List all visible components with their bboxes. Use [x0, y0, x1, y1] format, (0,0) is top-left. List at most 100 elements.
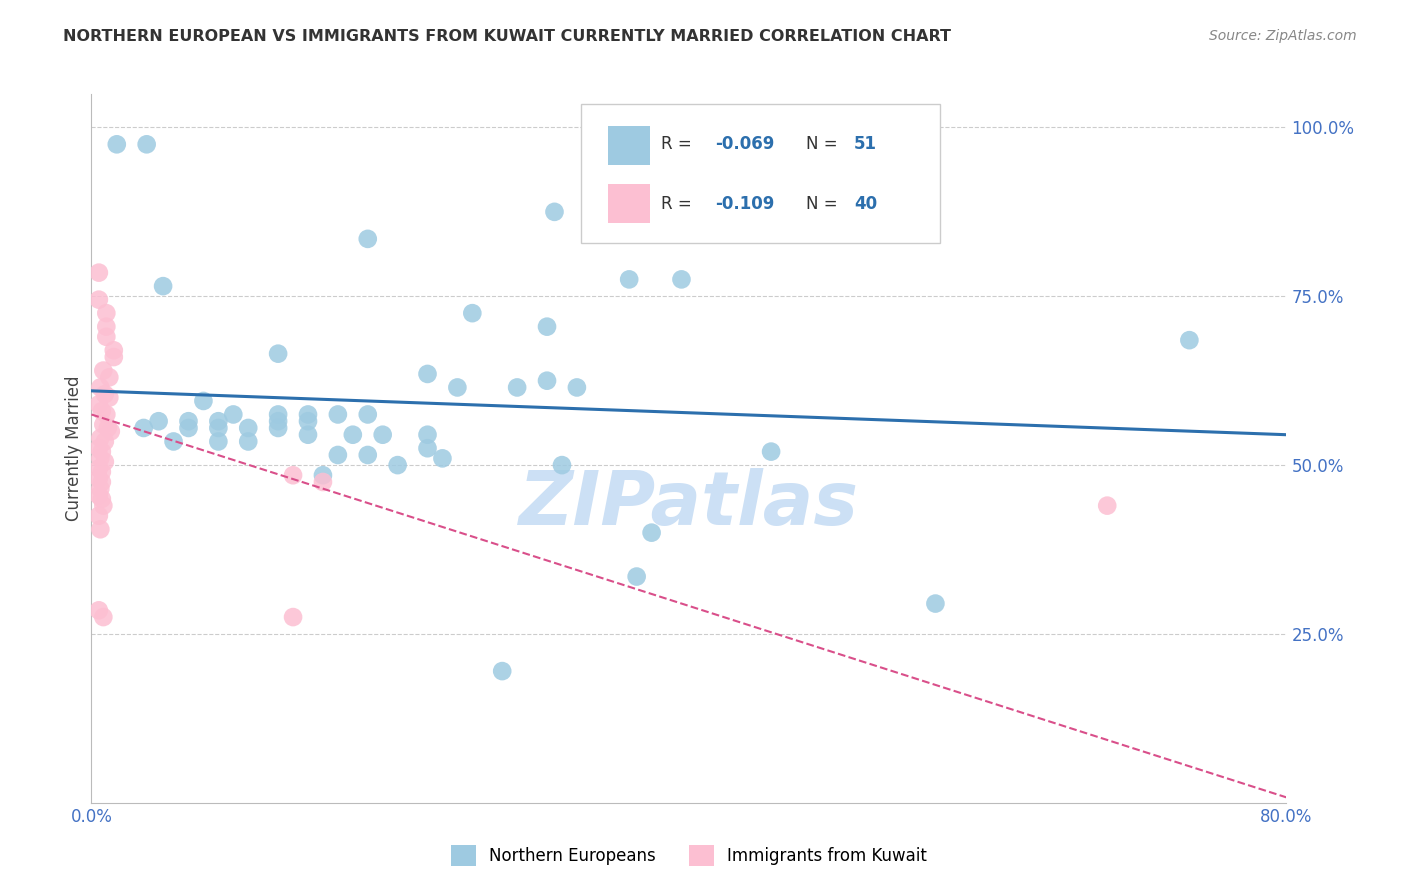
- Point: [90, 465, 112, 479]
- Point: [89, 522, 111, 536]
- Point: [671, 272, 693, 286]
- Point: [267, 414, 290, 428]
- Point: [416, 441, 439, 455]
- Point: [89, 482, 111, 496]
- Point: [93, 363, 115, 377]
- Point: [626, 569, 648, 583]
- Point: [491, 664, 513, 678]
- Point: [87, 397, 110, 411]
- Point: [96, 408, 118, 422]
- Point: [536, 374, 558, 388]
- Text: -0.109: -0.109: [716, 194, 775, 212]
- Point: [297, 414, 319, 428]
- Point: [96, 306, 118, 320]
- FancyBboxPatch shape: [607, 126, 650, 164]
- Point: [387, 458, 409, 472]
- Text: N =: N =: [806, 135, 844, 153]
- Point: [87, 441, 110, 455]
- Point: [297, 427, 319, 442]
- Point: [135, 137, 157, 152]
- Point: [238, 421, 260, 435]
- Point: [89, 431, 111, 445]
- Point: [87, 603, 110, 617]
- Point: [97, 421, 120, 435]
- Point: [207, 421, 229, 435]
- FancyBboxPatch shape: [607, 185, 650, 223]
- Point: [87, 293, 110, 307]
- Point: [96, 319, 118, 334]
- Point: [267, 408, 290, 422]
- FancyBboxPatch shape: [582, 104, 939, 243]
- Point: [759, 444, 782, 458]
- Point: [446, 380, 468, 394]
- Point: [326, 408, 349, 422]
- Point: [105, 137, 128, 152]
- Point: [93, 499, 115, 513]
- Point: [312, 468, 335, 483]
- Text: R =: R =: [661, 194, 697, 212]
- Point: [1178, 333, 1201, 347]
- Point: [103, 343, 125, 358]
- Point: [543, 205, 565, 219]
- Point: [281, 468, 304, 483]
- Text: N =: N =: [806, 194, 844, 212]
- Point: [89, 380, 111, 394]
- Point: [90, 475, 112, 489]
- Point: [90, 491, 112, 506]
- Point: [357, 408, 380, 422]
- Point: [1097, 499, 1119, 513]
- Point: [87, 266, 110, 280]
- Point: [267, 421, 290, 435]
- Legend: Northern Europeans, Immigrants from Kuwait: Northern Europeans, Immigrants from Kuwa…: [444, 838, 934, 872]
- Point: [98, 391, 121, 405]
- Point: [207, 434, 229, 449]
- Point: [207, 414, 229, 428]
- Point: [281, 610, 304, 624]
- Point: [193, 394, 215, 409]
- Point: [565, 380, 588, 394]
- Point: [536, 319, 558, 334]
- Point: [93, 610, 115, 624]
- Point: [148, 414, 170, 428]
- Point: [326, 448, 349, 462]
- Point: [87, 461, 110, 475]
- Point: [924, 597, 946, 611]
- Point: [177, 421, 200, 435]
- Point: [222, 408, 245, 422]
- Y-axis label: Currently Married: Currently Married: [65, 376, 83, 521]
- Point: [90, 404, 112, 418]
- Point: [93, 417, 115, 432]
- Point: [94, 434, 117, 449]
- Text: Source: ZipAtlas.com: Source: ZipAtlas.com: [1209, 29, 1357, 43]
- Point: [87, 508, 110, 523]
- Point: [267, 346, 290, 360]
- Point: [297, 408, 319, 422]
- Point: [152, 279, 174, 293]
- Text: 51: 51: [853, 135, 877, 153]
- Point: [371, 427, 394, 442]
- Point: [506, 380, 529, 394]
- Point: [416, 427, 439, 442]
- Point: [100, 425, 122, 439]
- Text: 40: 40: [853, 194, 877, 212]
- Point: [619, 272, 641, 286]
- Point: [98, 370, 121, 384]
- Text: -0.069: -0.069: [716, 135, 775, 153]
- Point: [162, 434, 184, 449]
- Point: [357, 232, 380, 246]
- Point: [94, 455, 117, 469]
- Point: [132, 421, 155, 435]
- Point: [461, 306, 484, 320]
- Point: [432, 451, 454, 466]
- Point: [96, 330, 118, 344]
- Point: [640, 525, 662, 540]
- Text: NORTHERN EUROPEAN VS IMMIGRANTS FROM KUWAIT CURRENTLY MARRIED CORRELATION CHART: NORTHERN EUROPEAN VS IMMIGRANTS FROM KUW…: [63, 29, 952, 44]
- Point: [357, 448, 380, 462]
- Point: [177, 414, 200, 428]
- Point: [312, 475, 335, 489]
- Point: [90, 444, 112, 458]
- Point: [94, 387, 117, 401]
- Point: [551, 458, 574, 472]
- Point: [103, 350, 125, 364]
- Point: [342, 427, 364, 442]
